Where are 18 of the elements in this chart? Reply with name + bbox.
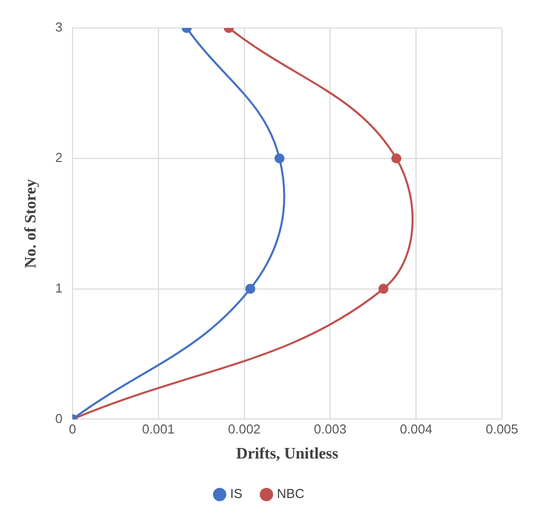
x-tick-label: 0.004 bbox=[400, 422, 432, 437]
x-tick-label: 0.002 bbox=[228, 422, 261, 437]
y-tick-label: 3 bbox=[55, 20, 62, 35]
x-tick-label: 0 bbox=[68, 422, 76, 437]
x-axis-title: Drifts, Unitless bbox=[236, 446, 338, 463]
y-tick-label: 0 bbox=[55, 410, 62, 426]
legend-label: NBC bbox=[276, 486, 304, 502]
legend-label: IS bbox=[230, 486, 243, 502]
point bbox=[274, 153, 284, 164]
y-tick-label: 1 bbox=[55, 280, 62, 296]
x-tick-label: 0.003 bbox=[314, 422, 346, 437]
point bbox=[391, 153, 402, 164]
x-tick-label: 0.005 bbox=[486, 422, 518, 437]
y-tick-label: 2 bbox=[55, 150, 62, 165]
x-tick-label: 0.001 bbox=[142, 422, 175, 437]
point bbox=[245, 284, 256, 294]
point bbox=[378, 284, 388, 294]
y-axis-title: No. of Storey bbox=[22, 179, 40, 268]
